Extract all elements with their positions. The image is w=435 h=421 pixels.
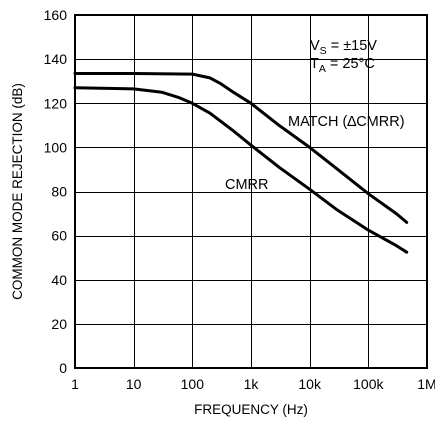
temperature-annotation: TA = 25°C [310, 56, 375, 75]
series-label-match: MATCH (∆CMRR) [288, 114, 405, 130]
plot-frame [74, 14, 428, 369]
x-axis-label: FREQUENCY (Hz) [194, 402, 308, 417]
x-tick-label: 1k [244, 376, 260, 392]
y-axis-label: COMMON MODE REJECTION (dB) [10, 83, 25, 300]
y-tick-label: 160 [44, 7, 68, 23]
x-tick-label: 100 [181, 376, 205, 392]
x-tick-label: 1 [71, 376, 79, 392]
x-tick-label: 100k [353, 376, 384, 392]
series-label-cmrr: CMRR [225, 177, 269, 193]
cmrr-curve [73, 86, 409, 254]
x-tick-label: 1M [417, 376, 435, 392]
y-tick-label: 140 [44, 51, 68, 67]
tick-labels: 1 10 100 1k 10k 100k 1M 0 20 40 60 80 100 120 140 160 [44, 7, 435, 392]
y-tick-label: 0 [59, 360, 67, 376]
match-curve [73, 72, 409, 224]
y-tick-label: 80 [51, 184, 67, 200]
y-tick-label: 60 [51, 228, 67, 244]
supply-voltage-annotation: VS = ±15V [310, 38, 377, 57]
x-tick-label: 10k [298, 376, 322, 392]
y-tick-label: 120 [44, 95, 68, 111]
curves [73, 72, 409, 254]
x-tick-label: 10 [126, 376, 142, 392]
y-tick-label: 40 [51, 272, 67, 288]
y-tick-label: 20 [51, 316, 67, 332]
y-tick-label: 100 [44, 139, 68, 155]
